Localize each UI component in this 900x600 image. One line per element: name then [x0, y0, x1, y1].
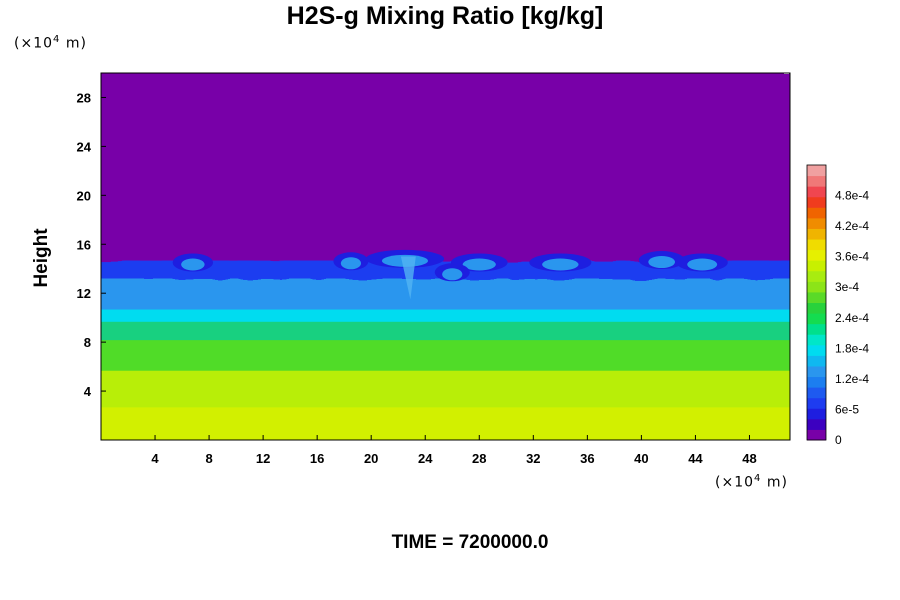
turbulent-features — [172, 249, 728, 300]
x-axis-unit: (×104 m) — [715, 473, 788, 491]
colorbar-swatch — [807, 196, 826, 208]
y-tick-label: 20 — [77, 188, 91, 203]
colorbar-swatch — [807, 355, 826, 367]
plot-frame — [100, 72, 791, 441]
colorbar-swatch — [807, 260, 826, 272]
x-unit-exponent: 4 — [754, 473, 762, 484]
y-unit-exponent: 4 — [53, 34, 61, 45]
chart-title: H2S-g Mixing Ratio [kg/kg] — [286, 2, 604, 30]
colorbar-swatch — [807, 302, 826, 314]
y-tick-label: 8 — [84, 335, 91, 350]
contour-band — [101, 407, 790, 440]
x-tick-label: 8 — [205, 451, 212, 466]
y-axis-unit: (×104 m) — [14, 34, 87, 52]
x-tick-label: 12 — [256, 451, 270, 466]
contour-plot-area — [101, 73, 790, 440]
colorbar-swatch — [807, 376, 826, 388]
colorbar-swatch — [807, 334, 826, 346]
y-tick-label: 16 — [77, 237, 91, 252]
plume-inner — [181, 258, 205, 271]
colorbar-label: 3.6e-4 — [835, 250, 869, 264]
colorbar-label: 4.8e-4 — [835, 189, 869, 203]
colorbar-label: 4.2e-4 — [835, 219, 869, 233]
colorbar-swatch — [807, 239, 826, 251]
y-axis-ticks: 4 8 12 16 20 24 28 — [77, 90, 106, 399]
x-tick-label: 40 — [634, 451, 648, 466]
colorbar-swatch — [807, 281, 826, 293]
y-tick-label: 28 — [77, 90, 91, 105]
colorbar-swatch — [807, 397, 826, 409]
colorbar-swatch — [807, 207, 826, 219]
plume-inner — [648, 256, 676, 269]
colorbar-swatch — [807, 186, 826, 198]
x-axis-ticks: 4 8 12 16 20 24 28 32 36 40 44 48 — [151, 435, 757, 466]
x-tick-label: 28 — [472, 451, 486, 466]
x-tick-label: 4 — [151, 451, 159, 466]
x-tick-label: 48 — [742, 451, 756, 466]
colorbar-swatch — [807, 291, 826, 303]
colorbar-swatch — [807, 418, 826, 430]
colorbar-label: 0 — [835, 433, 842, 447]
y-tick-label: 4 — [84, 384, 92, 399]
colorbar-swatch — [807, 249, 826, 261]
colorbar-label: 3e-4 — [835, 280, 859, 294]
colorbar-frame — [806, 164, 827, 441]
y-tick-label: 12 — [77, 286, 91, 301]
colorbar-swatch — [807, 387, 826, 399]
y-tick-label: 24 — [77, 139, 92, 154]
plume-inner — [542, 258, 579, 271]
plume-inner — [442, 268, 463, 281]
plume-inner — [687, 258, 718, 271]
colorbar-swatch — [807, 165, 826, 177]
x-tick-label: 20 — [364, 451, 378, 466]
colorbar-swatch — [807, 228, 826, 240]
colorbar-swatch — [807, 270, 826, 282]
x-tick-label: 16 — [310, 451, 324, 466]
colorbar: 0 6e-5 1.2e-4 1.8e-4 2.4e-4 3e-4 3.6e-4 4.2e-4 4… — [806, 164, 869, 447]
colorbar-swatch — [807, 323, 826, 335]
colorbar-label: 2.4e-4 — [835, 311, 869, 325]
x-tick-label: 24 — [418, 451, 433, 466]
colorbar-swatch — [807, 344, 826, 356]
x-tick-label: 32 — [526, 451, 540, 466]
time-label: TIME = 7200000.0 — [391, 532, 549, 553]
plume-streak — [400, 256, 416, 300]
colorbar-label: 6e-5 — [835, 402, 859, 416]
x-tick-label: 36 — [580, 451, 594, 466]
y-unit-prefix: (×10 — [14, 35, 54, 52]
plume-inner — [340, 257, 362, 270]
colorbar-swatch — [807, 429, 826, 441]
colorbar-swatch — [807, 365, 826, 378]
x-unit-prefix: (×10 — [715, 474, 755, 491]
colorbar-label: 1.2e-4 — [835, 372, 869, 386]
colorbar-swatch — [807, 217, 826, 229]
y-unit-suffix: m) — [60, 35, 87, 52]
x-tick-label: 44 — [688, 451, 703, 466]
colorbar-swatch — [807, 408, 826, 420]
colorbar-swatch — [807, 313, 826, 325]
plume-inner — [462, 258, 496, 271]
colorbar-label: 1.8e-4 — [835, 341, 869, 355]
colorbar-swatch — [807, 175, 826, 187]
x-unit-suffix: m) — [761, 474, 788, 491]
